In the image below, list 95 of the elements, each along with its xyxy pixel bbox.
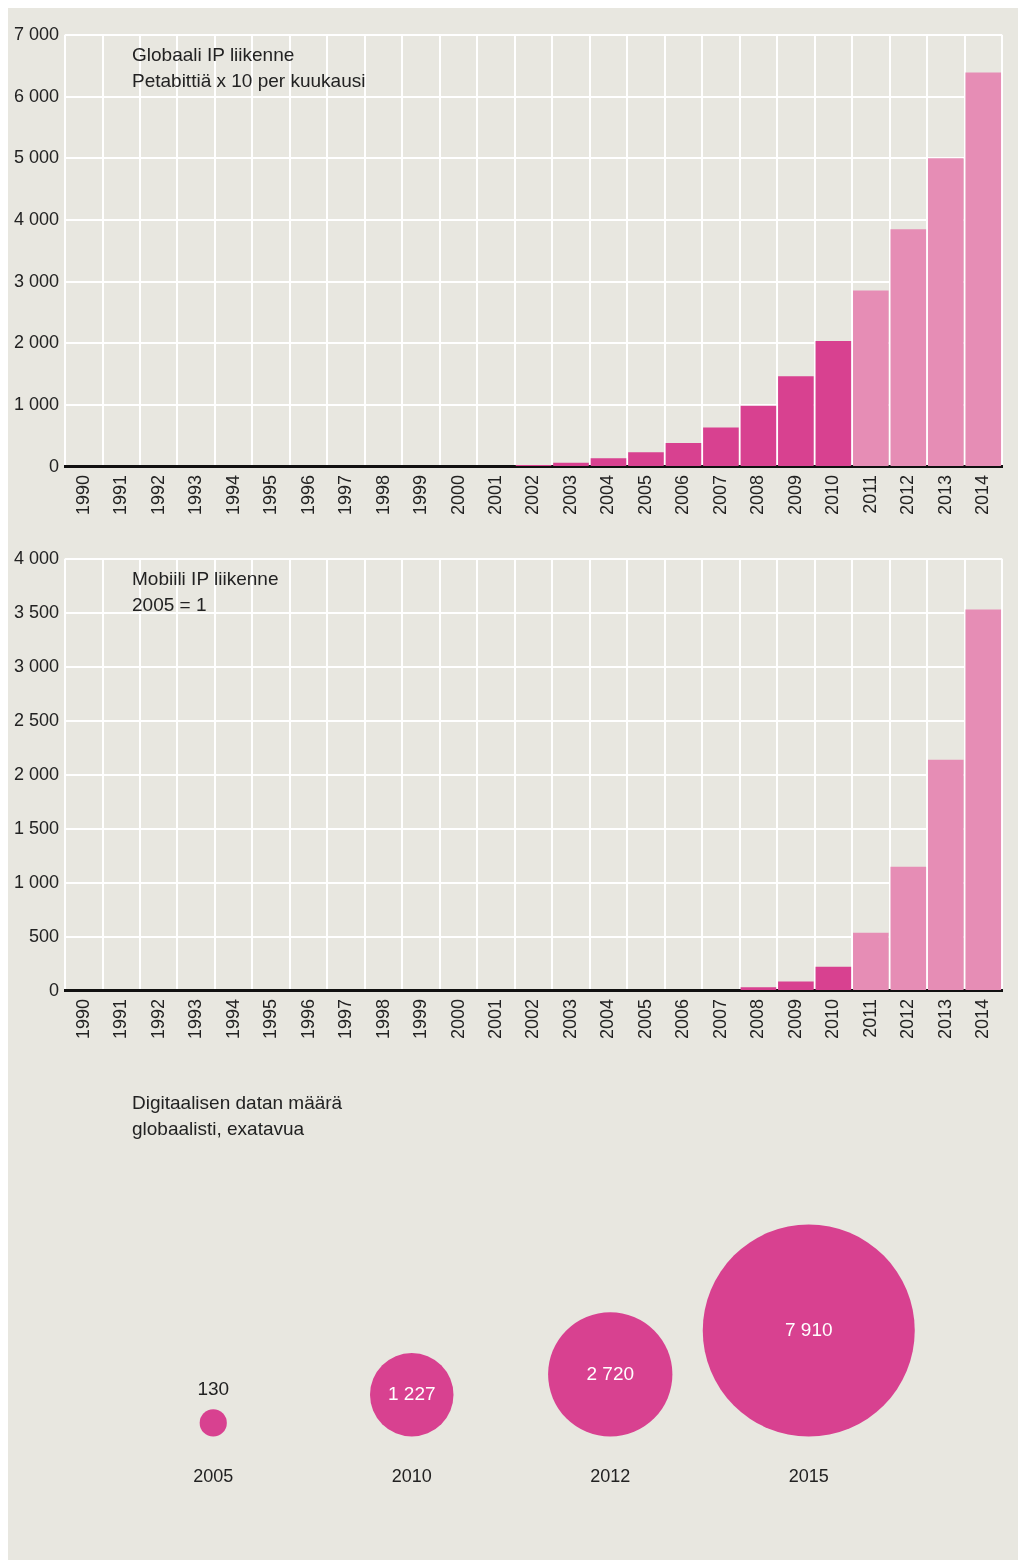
text: Mobiili IP liikenne: [132, 567, 279, 591]
x-tick-label: 2002: [522, 474, 543, 515]
y-tick-label: 3 500: [14, 601, 60, 622]
x-tick-label: 1998: [372, 998, 393, 1039]
x-tick-label: 1999: [410, 474, 431, 515]
y-tick-label: 4 000: [14, 208, 60, 229]
y-tick-label: 0: [49, 455, 60, 476]
bar: [778, 981, 814, 990]
x-tick-label: 2014: [972, 998, 993, 1039]
bar: [665, 442, 702, 466]
x-tick-label: 2005: [634, 998, 655, 1039]
x-tick-label: 2006: [672, 474, 693, 515]
x-tick-label: 2008: [747, 474, 768, 515]
x-tick-label: 1992: [147, 474, 168, 515]
y-tick-label: 1 000: [14, 394, 60, 415]
bar: [740, 405, 777, 466]
data-label: 7 910: [784, 1318, 833, 1340]
x-tick-label: 1999: [410, 998, 431, 1039]
y-tick-label: 6 000: [14, 85, 60, 106]
x-tick-label: 1996: [297, 474, 318, 515]
x-tick-label: 2007: [709, 474, 730, 515]
x-tick-label: 2000: [447, 474, 468, 515]
y-tick-label: 2 000: [14, 763, 60, 784]
x-tick-label: 1995: [260, 998, 281, 1039]
x-tick-label: 2005: [634, 474, 655, 515]
x-tick-label: 2009: [784, 474, 805, 515]
x-tick-label: 1997: [335, 998, 356, 1039]
x-tick-label: 2010: [822, 998, 843, 1039]
x-tick-label: 1997: [335, 474, 356, 515]
bar: [853, 932, 889, 990]
bar: [815, 341, 852, 466]
x-tick-label: 2012: [897, 474, 918, 515]
bar: [890, 866, 927, 990]
bar: [628, 452, 664, 466]
x-tick-label: 1998: [372, 474, 393, 515]
x-tick-label: 1996: [297, 998, 318, 1039]
x-tick-label: 2011: [859, 998, 880, 1038]
text: Digitaalisen datan määrä globaalisti, exatavua: [132, 1091, 344, 1141]
y-tick-label: 7 000: [14, 23, 60, 44]
category-label: 2010: [391, 1465, 432, 1486]
y-tick-label: 3 000: [14, 655, 60, 676]
data-label: 130: [197, 1378, 230, 1400]
x-tick-label: 2004: [597, 474, 618, 515]
category-label: 2005: [193, 1465, 234, 1486]
bar: [853, 290, 889, 466]
y-tick-label: 1 500: [14, 817, 60, 838]
category-label: 2015: [788, 1465, 829, 1486]
x-tick-label: 1991: [110, 474, 131, 515]
y-tick-label: 5 000: [14, 147, 60, 168]
x-tick-label: 2010: [822, 474, 843, 515]
bar: [778, 376, 814, 466]
x-tick-label: 2014: [972, 474, 993, 515]
bar: [815, 966, 852, 990]
x-tick-label: 2003: [559, 998, 580, 1039]
bar: [590, 458, 627, 466]
x-tick-label: 2001: [485, 998, 506, 1039]
data-label: 1 227: [387, 1383, 436, 1405]
y-tick-label: 4 000: [14, 547, 60, 568]
y-tick-label: 3 000: [14, 270, 60, 291]
x-tick-label: 1991: [110, 998, 131, 1039]
x-tick-label: 1993: [185, 998, 206, 1039]
bar: [703, 427, 739, 466]
x-tick-label: 1992: [147, 998, 168, 1039]
text: 2005 = 1: [132, 593, 208, 617]
text: Petabittiä x 10 per kuukausi: [132, 69, 366, 93]
y-tick-label: 2 500: [14, 709, 60, 730]
x-tick-label: 2008: [747, 998, 768, 1039]
bar: [740, 987, 777, 990]
x-tick-label: 2006: [672, 998, 693, 1039]
y-tick-label: 500: [29, 925, 60, 946]
x-tick-label: 1990: [72, 474, 93, 515]
x-tick-label: 2007: [709, 998, 730, 1039]
x-tick-label: 2001: [485, 474, 506, 515]
x-tick-label: 1990: [72, 998, 93, 1039]
x-tick-label: 1994: [222, 998, 243, 1039]
x-tick-label: 2004: [597, 998, 618, 1039]
y-tick-label: 0: [49, 979, 60, 1000]
x-tick-label: 1994: [222, 474, 243, 515]
x-tick-label: 2011: [859, 474, 880, 514]
x-tick-label: 2003: [559, 474, 580, 515]
x-tick-label: 2013: [934, 474, 955, 515]
y-tick-label: 1 000: [14, 871, 60, 892]
x-tick-label: 2012: [897, 998, 918, 1039]
text: Globaali IP liikenne: [132, 43, 296, 67]
category-label: 2012: [590, 1465, 631, 1486]
x-tick-label: 2002: [522, 998, 543, 1039]
x-tick-label: 2000: [447, 998, 468, 1039]
y-tick-label: 2 000: [14, 332, 60, 353]
x-tick-label: 2013: [934, 998, 955, 1039]
x-tick-label: 1993: [185, 474, 206, 515]
bar: [553, 462, 589, 466]
bar: [890, 229, 927, 466]
data-label: 2 720: [586, 1362, 635, 1384]
x-tick-label: 2009: [784, 998, 805, 1039]
x-tick-label: 1995: [260, 474, 281, 515]
